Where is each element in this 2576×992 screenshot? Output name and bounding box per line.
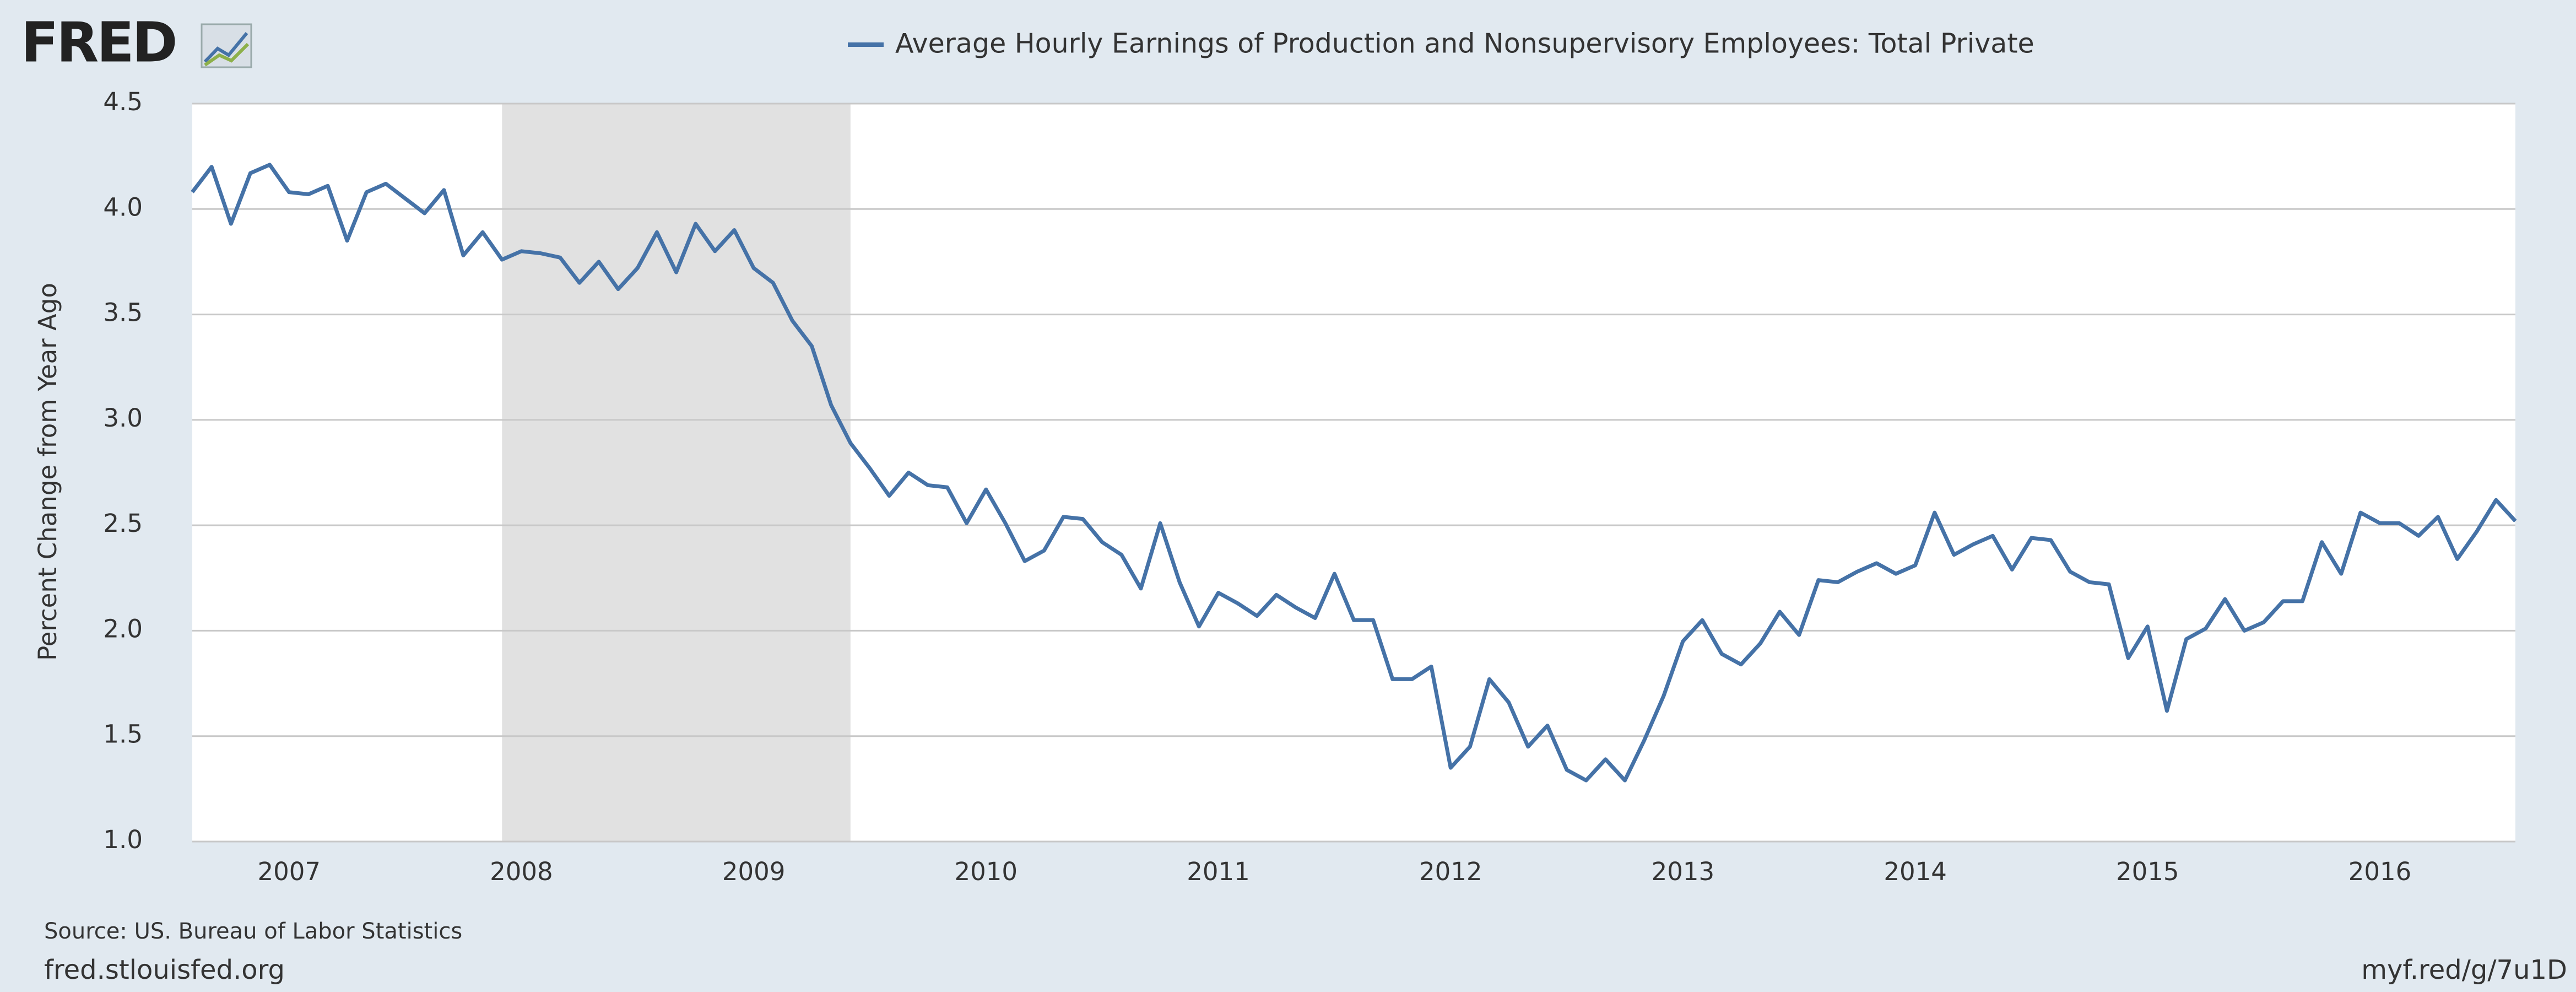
y-tick-label: 2.0 (103, 614, 143, 643)
y-axis-label: Percent Change from Year Ago (33, 283, 62, 661)
x-tick-label: 2016 (2348, 857, 2412, 886)
y-tick-label: 3.5 (103, 298, 143, 327)
y-tick-label: 1.0 (103, 825, 143, 854)
x-tick-label: 2008 (490, 857, 553, 886)
recession-band (502, 104, 851, 842)
legend-label: Average Hourly Earnings of Production an… (895, 28, 2034, 60)
source: Source: US. Bureau of Labor Statistics (44, 919, 462, 944)
x-tick-label: 2010 (955, 857, 1018, 886)
logo: FRED (21, 10, 176, 74)
y-tick-label: 2.5 (103, 509, 143, 538)
series-line (191, 163, 2517, 783)
logo-icon (201, 23, 252, 68)
y-tick-label: 4.0 (103, 192, 143, 222)
short-url: myf.red/g/7u1D (2361, 955, 2567, 985)
x-tick-label: 2012 (1419, 857, 1482, 886)
x-tick-label: 2013 (1652, 857, 1715, 886)
x-tick-label: 2011 (1187, 857, 1250, 886)
y-tick-label: 4.5 (103, 87, 143, 116)
x-tick-label: 2015 (2116, 857, 2179, 886)
y-tick-label: 1.5 (103, 720, 143, 749)
y-tick-label: 3.0 (103, 403, 143, 433)
x-tick-label: 2014 (1884, 857, 1947, 886)
x-tick-label: 2009 (722, 857, 786, 886)
x-tick-label: 2007 (257, 857, 321, 886)
site: fred.stlouisfed.org (44, 955, 285, 985)
